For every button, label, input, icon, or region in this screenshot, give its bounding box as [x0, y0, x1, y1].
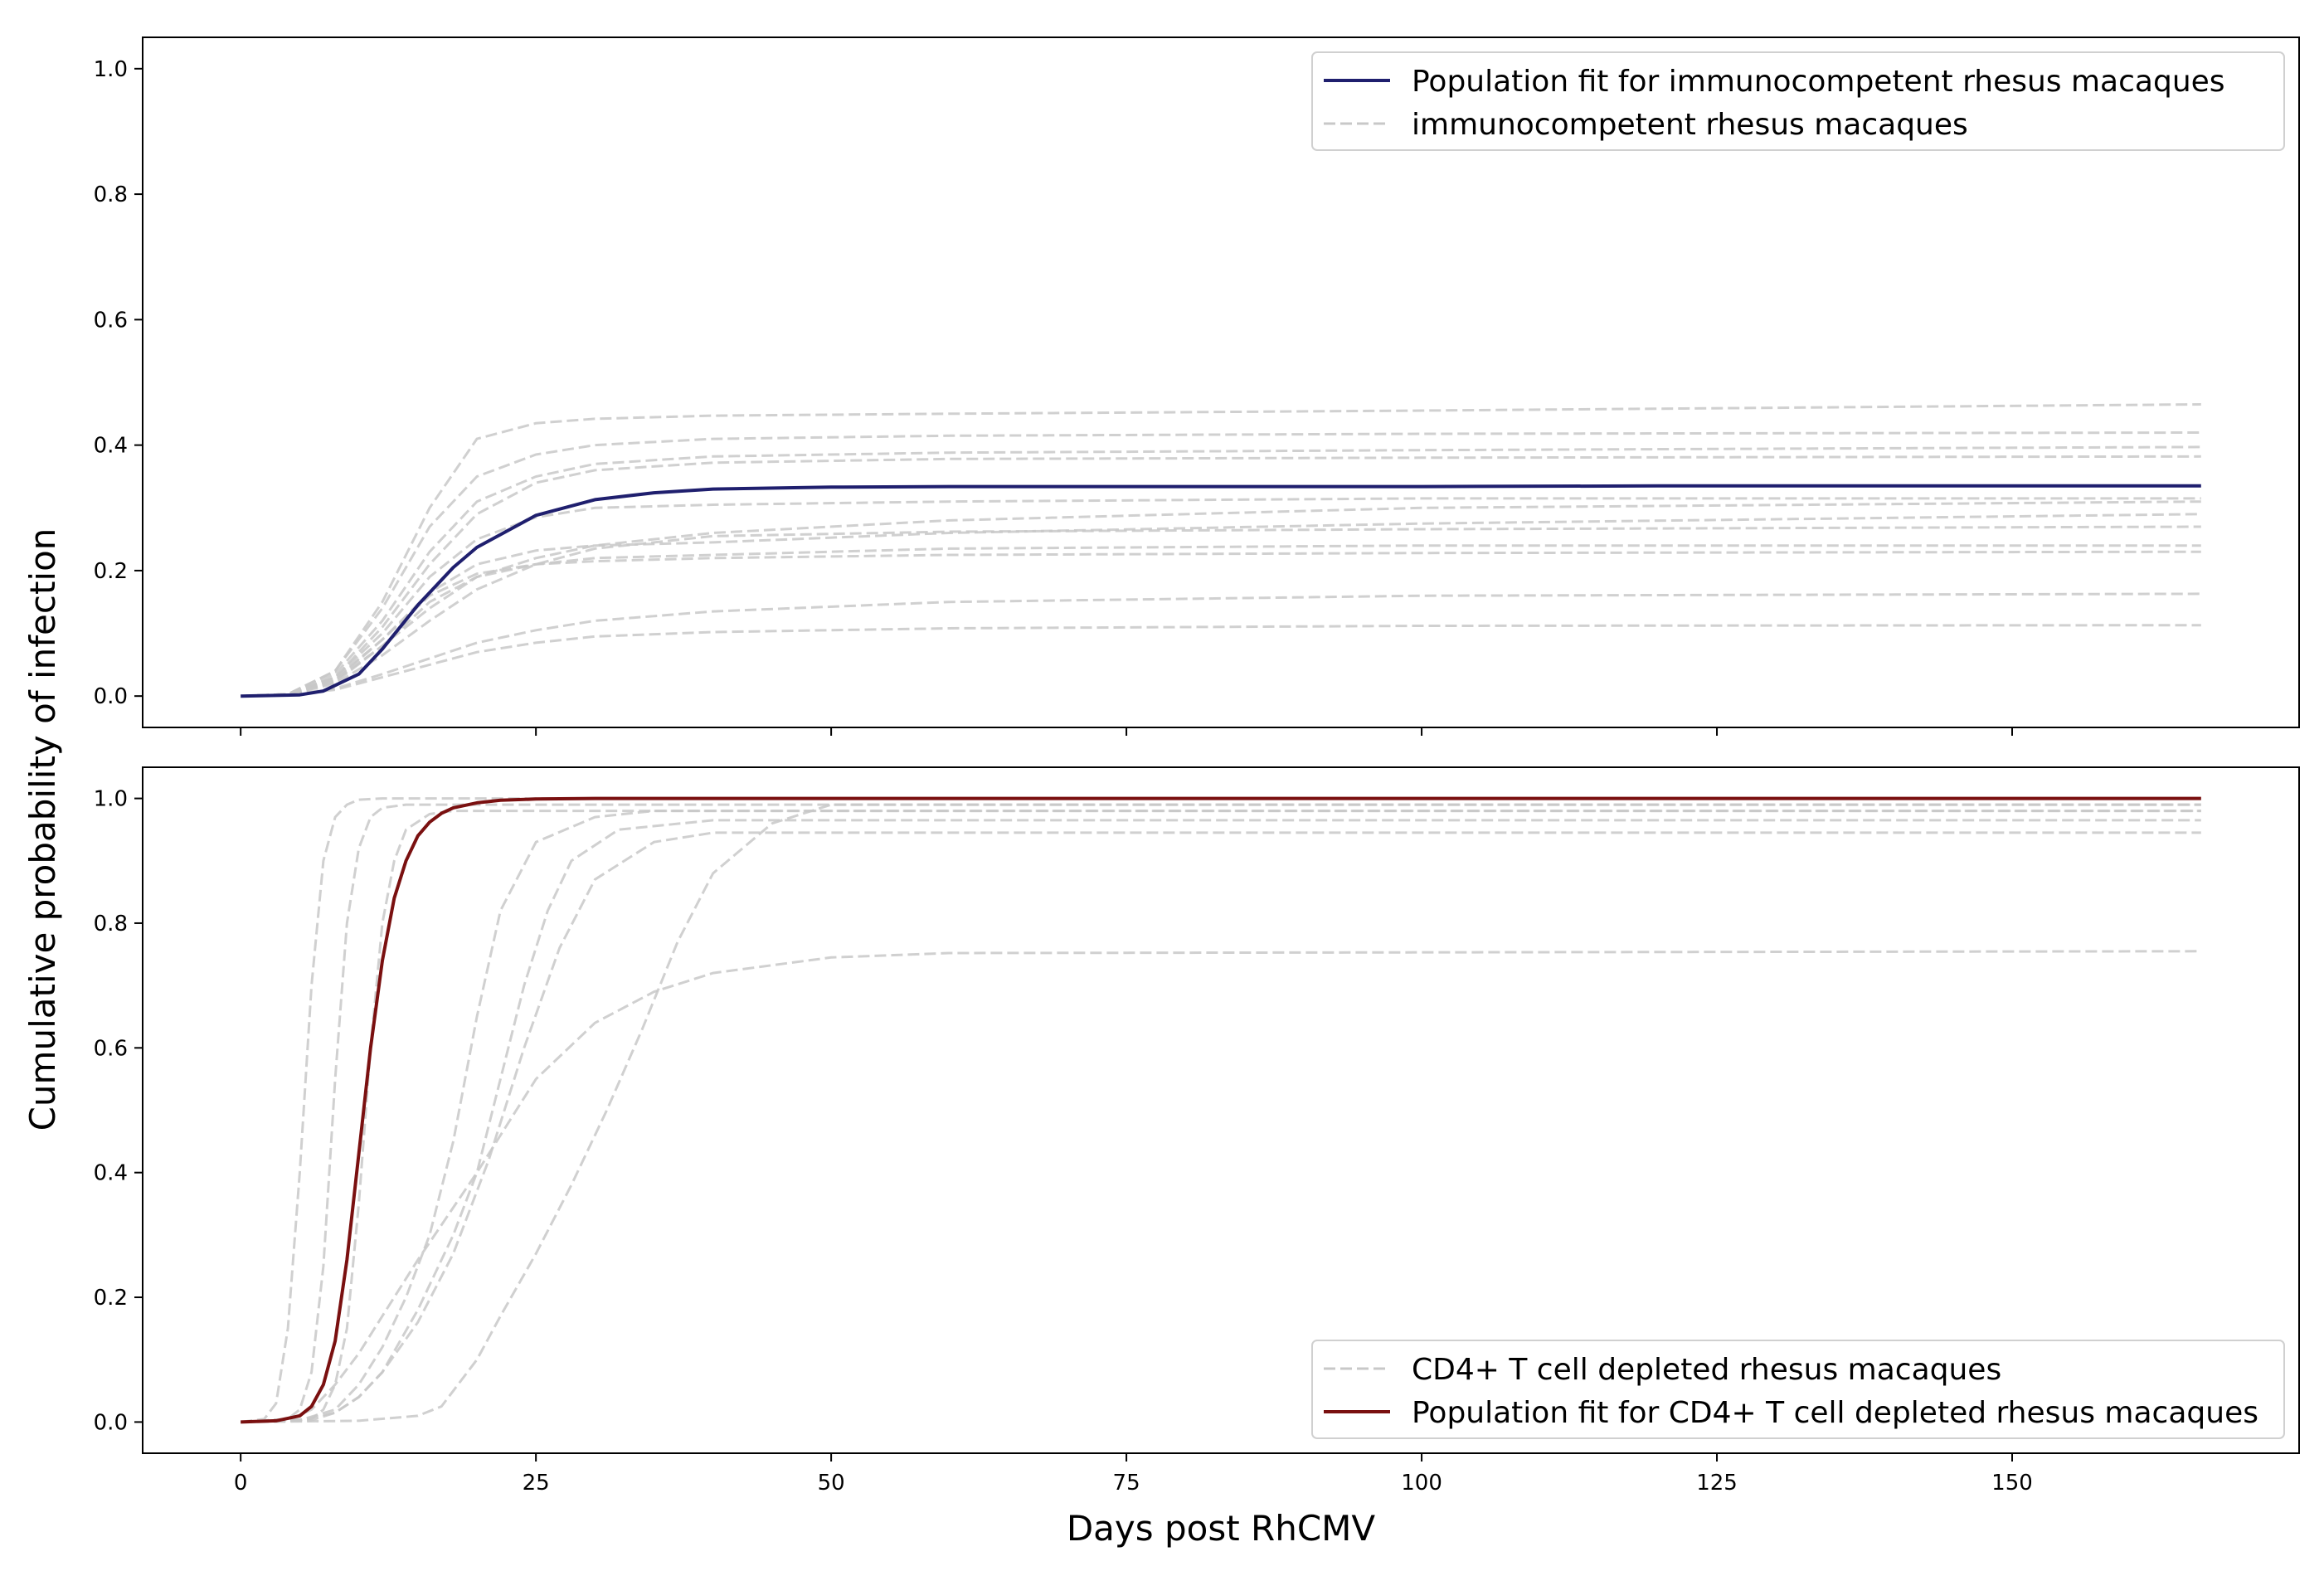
axes-frame — [142, 36, 2300, 728]
y-tick-label: 0.8 — [94, 182, 128, 207]
y-tick-label: 0.6 — [94, 1036, 128, 1061]
x-tick-label: 75 — [1113, 1471, 1140, 1496]
y-tick-label: 0.4 — [94, 434, 128, 459]
panel-data — [241, 796, 2201, 1424]
y-tick-label: 0.0 — [94, 684, 128, 709]
individual-line-6 — [241, 831, 2201, 1423]
individual-line-2 — [241, 803, 2201, 1423]
x-tick-label: 125 — [1696, 1471, 1738, 1496]
population-fit-line — [241, 484, 2201, 698]
individual-line-1 — [241, 797, 2201, 1423]
x-tick-label: 0 — [234, 1471, 248, 1496]
x-tick-label: 50 — [818, 1471, 845, 1496]
individual-line-8 — [241, 803, 2201, 1423]
x-tick-label: 150 — [1991, 1471, 2033, 1496]
individual-line-4 — [241, 810, 2201, 1423]
panel-data — [241, 403, 2201, 698]
population-fit-line — [241, 796, 2201, 1424]
x-tick-label: 25 — [523, 1471, 550, 1496]
legend-label: Population fit for CD4+ T cell depleted … — [1412, 1396, 2258, 1430]
legend: CD4+ T cell depleted rhesus macaques Popu… — [1311, 1340, 2285, 1439]
legend-label: CD4+ T cell depleted rhesus macaques — [1412, 1353, 2001, 1387]
individual-line-3 — [241, 445, 2201, 698]
x-tick-label: 100 — [1401, 1471, 1442, 1496]
panel-immunocompetent: 0.0 0.2 0.4 0.6 0.8 1.0 Population fit for imm… — [94, 36, 2300, 736]
y-tick-label: 0.2 — [94, 1286, 128, 1311]
y-axis-label: Cumulative probability of infection — [22, 528, 63, 1131]
legend-box — [1311, 51, 2285, 151]
y-tick-label: 0.2 — [94, 559, 128, 584]
individual-line-10 — [241, 550, 2201, 698]
individual-line-9 — [241, 544, 2201, 698]
legend-label: immunocompetent rhesus macaques — [1412, 108, 1968, 142]
legend: Population fit for immunocompetent rhesu… — [1311, 51, 2285, 151]
legend-box — [1311, 1340, 2285, 1439]
y-tick-label: 1.0 — [94, 787, 128, 812]
x-axis-label: Days post RhCMV — [1067, 1508, 1376, 1549]
y-tick-label: 0.6 — [94, 308, 128, 333]
individual-line-2 — [241, 431, 2201, 698]
panel-cd4-depleted: 0.0 0.2 0.4 0.6 0.8 1.0 0 25 50 75 100 125 150 CD4+ T… — [94, 766, 2300, 1496]
y-tick-label: 0.0 — [94, 1410, 128, 1435]
individual-line-7 — [241, 513, 2201, 698]
legend-label: Population fit for immunocompetent rhesu… — [1412, 65, 2225, 99]
y-tick-label: 1.0 — [94, 57, 128, 82]
y-tick-label: 0.8 — [94, 912, 128, 936]
individual-line-7 — [241, 950, 2201, 1423]
y-tick-label: 0.4 — [94, 1161, 128, 1186]
axes-frame — [142, 766, 2300, 1454]
